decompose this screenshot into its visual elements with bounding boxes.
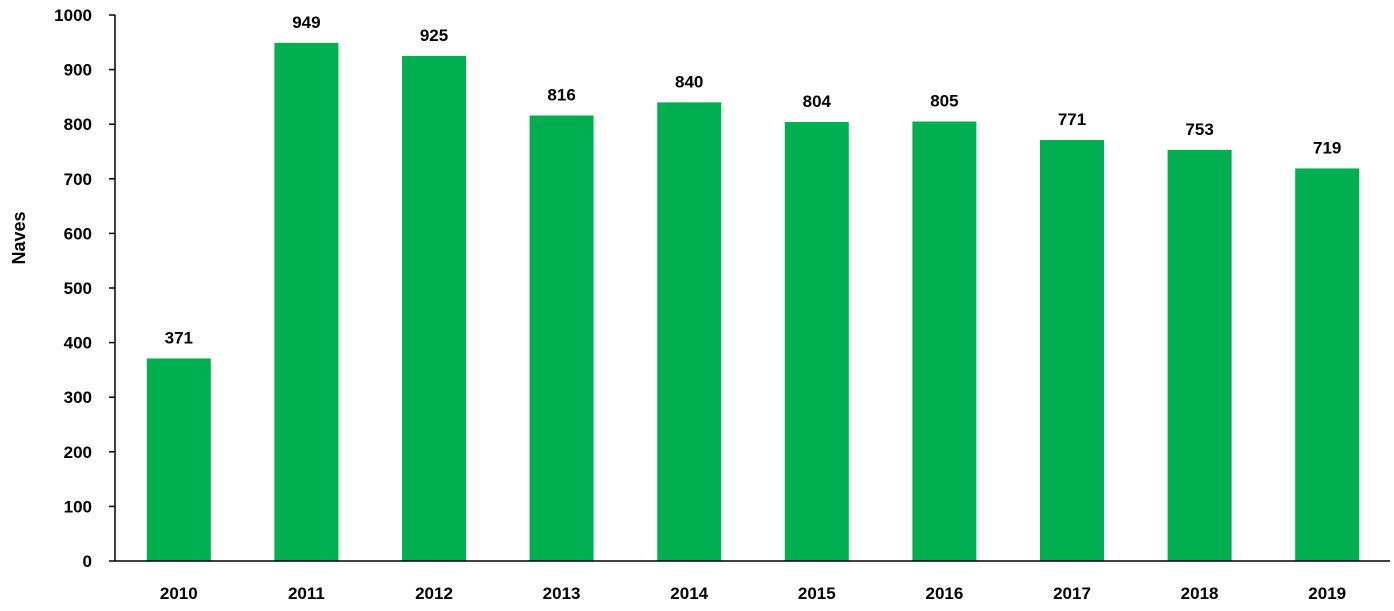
y-tick-label: 300 — [64, 388, 92, 407]
bar — [146, 358, 211, 561]
bar — [1040, 140, 1104, 561]
y-tick-label: 1000 — [54, 6, 92, 25]
x-tick-label: 2013 — [543, 584, 581, 603]
x-tick-label: 2015 — [798, 584, 836, 603]
bar — [784, 122, 849, 562]
bar-value-label: 719 — [1313, 138, 1341, 157]
bar — [1167, 149, 1232, 561]
bar-value-label: 816 — [547, 85, 575, 104]
y-tick-label: 500 — [64, 279, 92, 298]
y-tick-label: 600 — [64, 224, 92, 243]
bar — [912, 121, 977, 561]
bar — [1295, 168, 1360, 561]
bar-value-label: 925 — [420, 26, 448, 45]
bar-value-label: 804 — [803, 92, 832, 111]
data-labels-group: 371 949 925 816 840 804 805 771 753 719 — [165, 13, 1342, 348]
y-tick-label: 800 — [64, 115, 92, 134]
bar-value-label: 371 — [165, 328, 193, 347]
x-tick-label: 2012 — [415, 584, 453, 603]
y-tick-label: 400 — [64, 334, 92, 353]
bar — [274, 42, 339, 561]
y-tick-label: 0 — [83, 552, 92, 571]
bar-value-label: 753 — [1185, 120, 1213, 139]
x-tick-label: 2016 — [925, 584, 963, 603]
bar-value-label: 805 — [930, 91, 958, 110]
bar-value-label: 771 — [1058, 110, 1086, 129]
bar — [657, 102, 722, 562]
bar-value-label: 840 — [675, 72, 703, 91]
x-tick-label: 2010 — [160, 584, 198, 603]
y-tick-label: 200 — [64, 443, 92, 462]
bars-group — [146, 42, 1360, 562]
y-tick-label: 100 — [64, 497, 92, 516]
bar — [402, 55, 466, 561]
bar-value-label: 949 — [292, 13, 320, 32]
x-axis-ticks: 2010 2011 2012 2013 2014 2015 2016 2017 2018 2019 — [160, 584, 1346, 603]
y-tick-label: 700 — [64, 170, 92, 189]
y-tick-label: 900 — [64, 61, 92, 80]
x-tick-label: 2014 — [670, 584, 708, 603]
x-tick-label: 2011 — [288, 584, 325, 603]
y-axis-title: Naves — [9, 211, 29, 264]
x-tick-label: 2019 — [1308, 584, 1346, 603]
x-tick-label: 2017 — [1053, 584, 1091, 603]
x-tick-label: 2018 — [1181, 584, 1219, 603]
y-axis-ticks: 0 100 200 300 400 500 600 700 800 900 1000 — [54, 6, 115, 571]
bar — [529, 115, 594, 562]
